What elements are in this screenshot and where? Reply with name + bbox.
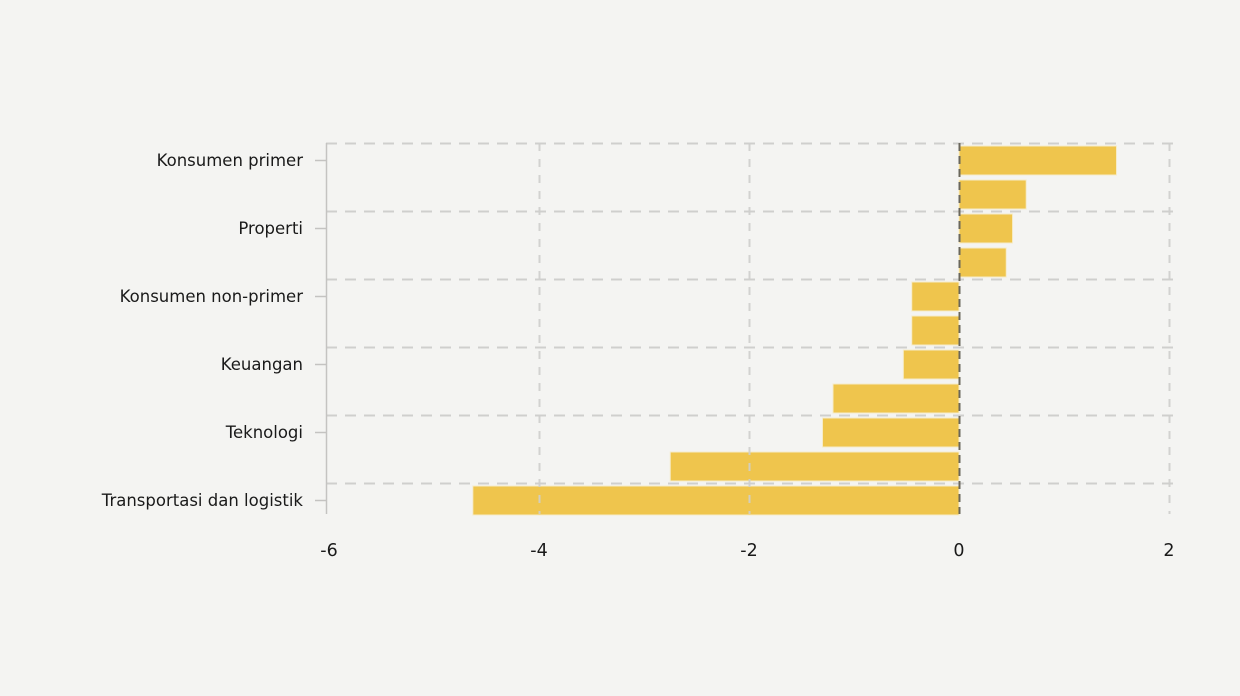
bar-transportasi-dan-logistik (472, 485, 960, 516)
category-label: Teknologi (225, 423, 303, 442)
bar-konsumen-non-primer (911, 281, 960, 312)
bar-keuangan (902, 349, 960, 380)
category-label: Properti (238, 219, 303, 238)
bar-properti (958, 213, 1014, 244)
category-label: Keuangan (221, 355, 303, 374)
bar-row-8 (832, 383, 960, 414)
bar-teknologi (822, 417, 960, 448)
category-label: Konsumen non-primer (120, 287, 304, 306)
x-tick-label: 2 (1163, 541, 1174, 561)
bar-row-4 (958, 247, 1007, 278)
bar-konsumen-primer (958, 145, 1117, 176)
bar-row-2 (958, 179, 1027, 210)
x-tick-label: -6 (320, 541, 337, 561)
x-tick-label: 0 (953, 541, 964, 561)
bar-row-10 (669, 451, 960, 482)
x-tick-label: -2 (740, 541, 757, 561)
category-label: Transportasi dan logistik (101, 491, 304, 510)
x-tick-label: -4 (530, 541, 547, 561)
bar-row-6 (911, 315, 960, 346)
category-label: Konsumen primer (157, 151, 304, 170)
